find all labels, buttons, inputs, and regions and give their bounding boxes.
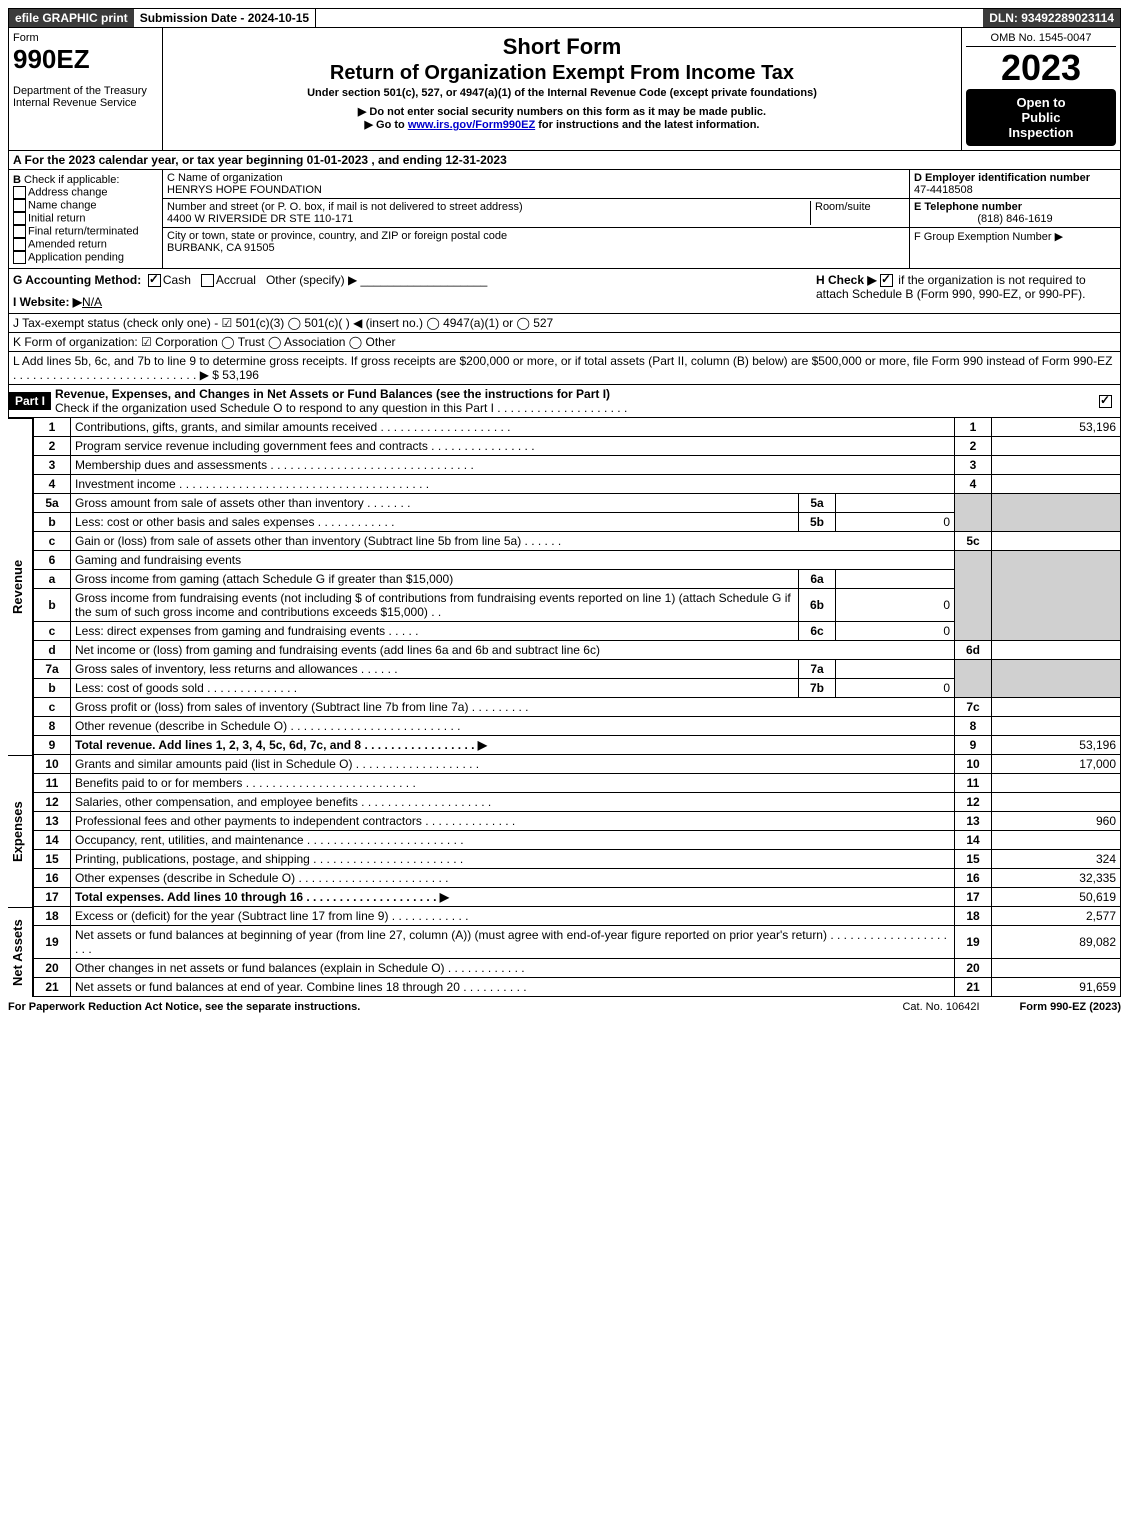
paperwork-notice: For Paperwork Reduction Act Notice, see …	[8, 1001, 360, 1013]
expenses-table: 10Grants and similar amounts paid (list …	[33, 755, 1121, 907]
city-label: City or town, state or province, country…	[167, 230, 507, 242]
revenue-label: Revenue	[8, 418, 33, 755]
info-block: B Check if applicable: Address change Na…	[8, 170, 1121, 269]
form-label: Form	[13, 32, 158, 44]
catalog-number: Cat. No. 10642I	[902, 1001, 979, 1013]
line-14-amount	[992, 831, 1121, 850]
line-3-amount	[992, 456, 1121, 475]
form-version: Form 990-EZ (2023)	[1020, 1001, 1121, 1013]
cash-checkbox[interactable]	[148, 274, 161, 287]
city-state-zip: BURBANK, CA 91505	[167, 242, 507, 254]
line-19-amount: 89,082	[992, 926, 1121, 959]
tax-year: 2023	[966, 47, 1116, 89]
application-pending-checkbox[interactable]	[13, 251, 26, 264]
section-b: B Check if applicable: Address change Na…	[9, 170, 163, 268]
dept-treasury: Department of the Treasury	[13, 85, 158, 97]
schedule-o-checkbox[interactable]	[1099, 395, 1112, 408]
form-number: 990EZ	[13, 44, 158, 75]
top-bar: efile GRAPHIC print Submission Date - 20…	[8, 8, 1121, 28]
phone-label: E Telephone number	[914, 201, 1116, 213]
line-7c-amount	[992, 698, 1121, 717]
line-11-amount	[992, 774, 1121, 793]
website-value: N/A	[82, 295, 102, 309]
efile-print-button[interactable]: efile GRAPHIC print	[9, 9, 134, 27]
line-18-amount: 2,577	[992, 907, 1121, 926]
omb-number: OMB No. 1545-0047	[966, 32, 1116, 47]
irs-label: Internal Revenue Service	[13, 97, 158, 109]
part-1-header: Part I Revenue, Expenses, and Changes in…	[8, 385, 1121, 418]
part-1-label: Part I	[9, 392, 51, 410]
name-change-checkbox[interactable]	[13, 199, 26, 212]
short-form-title: Short Form	[167, 34, 957, 60]
subtitle: Under section 501(c), 527, or 4947(a)(1)…	[167, 87, 957, 99]
schedule-b-checkbox[interactable]	[880, 274, 893, 287]
line-6a-amount	[836, 570, 955, 589]
tax-exempt-status: J Tax-exempt status (check only one) - ☑…	[8, 314, 1121, 333]
section-a-tax-year: A For the 2023 calendar year, or tax yea…	[8, 151, 1121, 170]
instructions-line: ▶ Go to www.irs.gov/Form990EZ for instru…	[167, 118, 957, 131]
line-15-amount: 324	[992, 850, 1121, 869]
line-8-amount	[992, 717, 1121, 736]
initial-return-checkbox[interactable]	[13, 212, 26, 225]
line-17-amount: 50,619	[992, 888, 1121, 907]
line-13-amount: 960	[992, 812, 1121, 831]
dln-label: DLN: 93492289023114	[983, 9, 1120, 27]
line-2-amount	[992, 437, 1121, 456]
section-def: D Employer identification number 47-4418…	[910, 170, 1120, 268]
gross-receipts-line: L Add lines 5b, 6c, and 7b to line 9 to …	[8, 352, 1121, 385]
line-6b-amount: 0	[836, 589, 955, 622]
section-c: C Name of organization HENRYS HOPE FOUND…	[163, 170, 910, 268]
inspection-badge: Open to Public Inspection	[966, 89, 1116, 146]
amended-return-checkbox[interactable]	[13, 238, 26, 251]
accounting-schedule-b-row: G Accounting Method: Cash Accrual Other …	[8, 269, 1121, 314]
group-exemption: F Group Exemption Number ▶	[910, 228, 1120, 245]
line-21-amount: 91,659	[992, 978, 1121, 997]
line-9-amount: 53,196	[992, 736, 1121, 755]
ssn-warning: ▶ Do not enter social security numbers o…	[167, 105, 957, 118]
org-name-label: C Name of organization	[167, 172, 905, 184]
phone-value: (818) 846-1619	[914, 213, 1116, 225]
form-header: Form 990EZ Department of the Treasury In…	[8, 28, 1121, 151]
line-1-amount: 53,196	[992, 418, 1121, 437]
line-20-amount	[992, 959, 1121, 978]
net-assets-table: 18Excess or (deficit) for the year (Subt…	[33, 907, 1121, 997]
line-16-amount: 32,335	[992, 869, 1121, 888]
address-change-checkbox[interactable]	[13, 186, 26, 199]
line-12-amount	[992, 793, 1121, 812]
line-10-amount: 17,000	[992, 755, 1121, 774]
line-5a-amount	[836, 494, 955, 513]
line-7b-amount: 0	[836, 679, 955, 698]
form-of-organization: K Form of organization: ☑ Corporation ◯ …	[8, 333, 1121, 352]
final-return-checkbox[interactable]	[13, 225, 26, 238]
expenses-label: Expenses	[8, 755, 33, 907]
submission-date-button[interactable]: Submission Date - 2024-10-15	[134, 9, 316, 27]
street-address: 4400 W RIVERSIDE DR STE 110-171	[167, 213, 810, 225]
main-title: Return of Organization Exempt From Incom…	[167, 62, 957, 85]
line-5c-amount	[992, 532, 1121, 551]
address-label: Number and street (or P. O. box, if mail…	[167, 201, 810, 213]
room-suite-label: Room/suite	[810, 201, 905, 225]
net-assets-label: Net Assets	[8, 907, 33, 997]
line-4-amount	[992, 475, 1121, 494]
line-6d-amount	[992, 641, 1121, 660]
line-5b-amount: 0	[836, 513, 955, 532]
revenue-table: 1Contributions, gifts, grants, and simil…	[33, 418, 1121, 755]
accrual-checkbox[interactable]	[201, 274, 214, 287]
line-6c-amount: 0	[836, 622, 955, 641]
page-footer: For Paperwork Reduction Act Notice, see …	[8, 997, 1121, 1013]
line-7a-amount	[836, 660, 955, 679]
ein-label: D Employer identification number	[914, 172, 1116, 184]
ein-value: 47-4418508	[914, 184, 1116, 196]
irs-link[interactable]: www.irs.gov/Form990EZ	[408, 119, 535, 131]
org-name: HENRYS HOPE FOUNDATION	[167, 184, 905, 196]
